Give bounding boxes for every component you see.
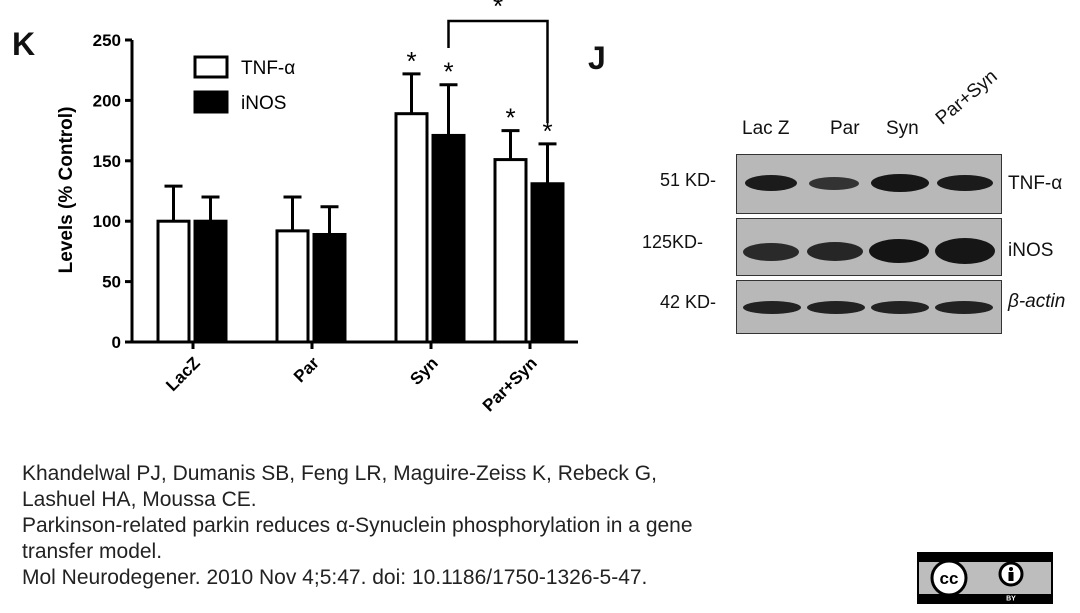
- bracket-significance-mark: *: [493, 0, 503, 21]
- bar: [493, 158, 528, 344]
- badge-top-bar: [919, 554, 1051, 562]
- cc-by-license-badge[interactable]: cc BY: [917, 552, 1053, 604]
- x-tick-label: Par+Syn: [479, 353, 541, 415]
- legend-label: iNOS: [241, 93, 286, 114]
- band: [869, 239, 929, 263]
- y-tick-label: 200: [93, 91, 121, 110]
- citation-line: transfer model.: [22, 540, 163, 563]
- band: [871, 301, 929, 314]
- legend-swatch: [193, 55, 229, 79]
- by-text: BY: [1006, 596, 1016, 603]
- y-tick-label: 250: [93, 31, 121, 50]
- lane-label: Par: [830, 118, 860, 139]
- x-tick-label: Par: [290, 353, 323, 386]
- band: [937, 175, 993, 191]
- y-axis-label: Levels (% Control): [56, 107, 77, 274]
- band: [743, 243, 799, 261]
- kd-label: 125KD-: [642, 232, 704, 252]
- blot-panel-inos: [736, 218, 1002, 276]
- cc-icon-text: cc: [940, 569, 959, 588]
- citation-line: Parkinson-related parkin reduces α-Synuc…: [22, 514, 693, 537]
- x-tick-label: LacZ: [162, 353, 203, 394]
- bar: [156, 219, 191, 344]
- lane-label: Par+Syn: [931, 65, 1002, 130]
- protein-label: TNF-α: [1008, 173, 1063, 194]
- attribution-head: [1009, 567, 1013, 571]
- panel-k-label: K: [12, 26, 36, 62]
- bar: [275, 229, 310, 344]
- band: [743, 301, 801, 314]
- significance-mark: *: [505, 103, 515, 133]
- bar: [193, 219, 228, 344]
- protein-label: iNOS: [1008, 240, 1054, 261]
- blot-panel-tnf: [736, 154, 1002, 214]
- y-tick-label: 150: [93, 152, 121, 171]
- panel-j-label: J: [588, 40, 606, 76]
- lane-label: Syn: [886, 118, 919, 139]
- cc-icon: [930, 559, 968, 597]
- kd-label: 51 KD-: [660, 170, 717, 190]
- y-tick-label: 0: [112, 333, 121, 352]
- y-tick-label: 100: [93, 212, 121, 231]
- band: [807, 301, 865, 314]
- significance-mark: *: [406, 46, 416, 76]
- band: [809, 177, 859, 190]
- citation-line: Lashuel HA, Moussa CE.: [22, 488, 257, 511]
- x-tick-label: Syn: [406, 353, 441, 388]
- band: [935, 301, 993, 314]
- badge-bottom-bar: [919, 594, 1051, 602]
- citation-line: Khandelwal PJ, Dumanis SB, Feng LR, Magu…: [22, 462, 657, 485]
- bar-chart: 0 50 100 150 200 250 Levels (% Control) LacZ Par…: [56, 0, 578, 415]
- bar: [312, 232, 347, 344]
- legend-swatch: [193, 90, 229, 114]
- significance-mark: *: [443, 57, 453, 87]
- band: [871, 174, 929, 192]
- band: [807, 242, 863, 261]
- bar: [431, 133, 466, 344]
- cc-badge-graphic: cc BY: [919, 554, 1051, 603]
- protein-label: β-actin: [1008, 291, 1066, 312]
- citation-line: Mol Neurodegener. 2010 Nov 4;5:47. doi: …: [22, 566, 648, 589]
- bar: [530, 182, 565, 344]
- lane-label: Lac Z: [742, 118, 790, 139]
- western-blot: Lac Z Par Syn Par+Syn 51 KD- 125KD- 42 K…: [640, 66, 1080, 350]
- attribution-body: [1008, 572, 1014, 581]
- bar: [394, 112, 429, 344]
- significance-mark: *: [542, 116, 552, 146]
- y-tick-label: 50: [102, 273, 121, 292]
- kd-label: 42 KD-: [660, 292, 717, 312]
- significance-bracket: [447, 19, 549, 123]
- citation: Khandelwal PJ, Dumanis SB, Feng LR, Magu…: [22, 461, 693, 591]
- band: [745, 175, 797, 191]
- band: [935, 238, 995, 264]
- legend-label: TNF-α: [241, 58, 295, 79]
- blot-panel-actin: [736, 280, 1002, 334]
